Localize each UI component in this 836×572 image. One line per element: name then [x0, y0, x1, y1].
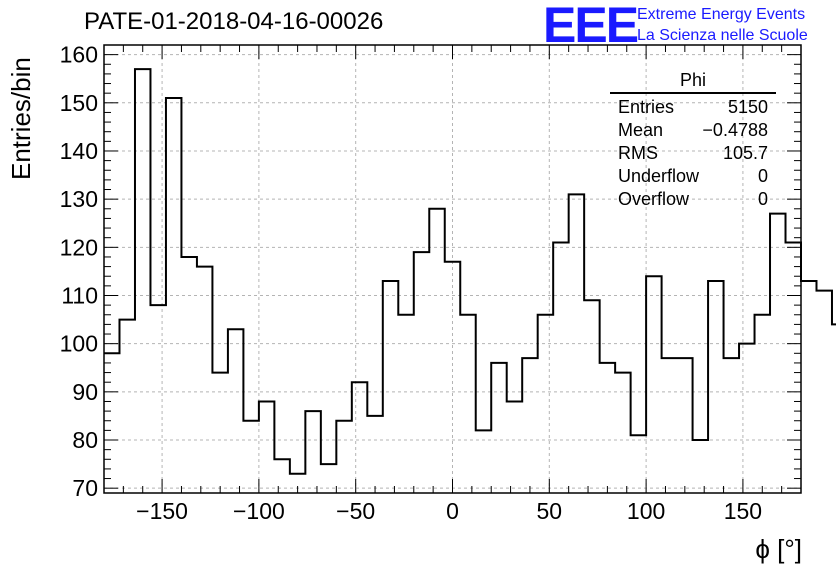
y-tick-label: 80: [72, 427, 98, 453]
stats-label: Entries: [618, 97, 675, 117]
histogram-bin: [553, 243, 568, 493]
stats-row-mean: Mean −0.4788: [610, 119, 776, 142]
histogram-bin: [600, 363, 615, 493]
histogram-bin: [770, 214, 785, 493]
chart-title: PATE-01-2018-04-16-00026: [84, 8, 384, 35]
stats-title: Phi: [610, 70, 776, 94]
stats-value: 5150: [727, 97, 768, 117]
histogram-bin: [708, 281, 723, 493]
x-tick-label: 100: [627, 498, 665, 524]
histogram-bin: [693, 440, 708, 493]
histogram-bin: [274, 459, 289, 493]
histogram-bin: [569, 194, 584, 493]
histogram-bin: [197, 267, 212, 493]
histogram-bin: [181, 257, 196, 493]
histogram-bin: [445, 262, 460, 493]
y-tick-label: 150: [60, 90, 98, 116]
histogram-bin: [538, 315, 553, 493]
stats-row-overflow: Overflow 0: [610, 188, 776, 211]
histogram-bin: [166, 98, 181, 493]
stats-label: Overflow: [618, 189, 690, 209]
stats-value: 0: [757, 166, 768, 186]
y-tick-label: 70: [72, 475, 98, 501]
histogram-bin: [615, 373, 630, 493]
histogram-bin: [119, 320, 134, 493]
logo-caption-line2: La Scienza nelle Scuole: [637, 27, 808, 44]
histogram-bin: [460, 315, 475, 493]
y-tick-label: 160: [60, 42, 98, 68]
stats-label: Underflow: [618, 166, 700, 186]
y-tick-label: 90: [72, 379, 98, 405]
stats-row-underflow: Underflow 0: [610, 165, 776, 188]
histogram-bin: [476, 430, 491, 493]
histogram-bin: [491, 363, 506, 493]
histogram-bin: [243, 421, 258, 493]
histogram-bin: [398, 315, 413, 493]
x-tick-label: 0: [446, 498, 459, 524]
histogram-bin: [352, 382, 367, 493]
histogram-bin: [507, 401, 522, 493]
stats-label: Mean: [618, 120, 664, 140]
y-tick-label: 120: [60, 234, 98, 260]
logo-caption: Extreme Energy Events La Scienza nelle S…: [637, 4, 808, 46]
x-axis-label: ϕ [°]: [755, 534, 802, 564]
histogram-bin: [336, 421, 351, 493]
y-tick-label: 130: [60, 186, 98, 212]
stats-box: Phi Entries 5150 Mean −0.4788 RMS 105.7 …: [610, 70, 776, 211]
x-tick-label: −50: [336, 498, 375, 524]
x-tick-label: 150: [724, 498, 762, 524]
histogram-bin: [677, 358, 692, 493]
x-tick-label: 50: [537, 498, 563, 524]
histogram-bin: [522, 358, 537, 493]
x-tick-label: −150: [136, 498, 188, 524]
histogram-bin: [646, 276, 661, 493]
histogram-bin: [755, 315, 770, 493]
histogram-bin: [832, 324, 836, 493]
y-tick-label: 100: [60, 331, 98, 357]
histogram-bin: [212, 373, 227, 493]
histogram-bin: [786, 243, 801, 493]
y-axis-label: Entries/bin: [6, 57, 36, 180]
histogram-bin: [414, 252, 429, 493]
stats-row-rms: RMS 105.7: [610, 142, 776, 165]
logo-caption-line1: Extreme Energy Events: [637, 6, 806, 23]
histogram-bin: [584, 300, 599, 493]
histogram-bin: [150, 305, 165, 493]
y-tick-label: 110: [61, 282, 98, 308]
histogram-bin: [135, 69, 150, 493]
stats-row-entries: Entries 5150: [610, 96, 776, 119]
histogram-bin: [383, 281, 398, 493]
histogram-bin: [816, 291, 831, 493]
stats-value: 0: [757, 189, 768, 209]
histogram-bin: [724, 358, 739, 493]
histogram-bin: [801, 281, 816, 493]
x-tick-label: −100: [233, 498, 285, 524]
histogram-bin: [367, 416, 382, 493]
histogram-bin: [739, 344, 754, 493]
histogram-bin: [429, 209, 444, 493]
histogram-bin: [104, 353, 119, 493]
histogram-bin: [228, 329, 243, 493]
histogram-bin: [259, 401, 274, 493]
stats-value: −0.4788: [702, 120, 768, 140]
eee-logo: EEE: [543, 0, 639, 53]
stats-label: RMS: [618, 143, 658, 163]
histogram-bin: [321, 464, 336, 493]
y-tick-label: 140: [60, 138, 98, 164]
stats-value: 105.7: [722, 143, 768, 163]
histogram-bin: [662, 358, 677, 493]
histogram-bin: [305, 411, 320, 493]
histogram-outline: [104, 68, 836, 475]
histogram-bin: [631, 435, 646, 493]
